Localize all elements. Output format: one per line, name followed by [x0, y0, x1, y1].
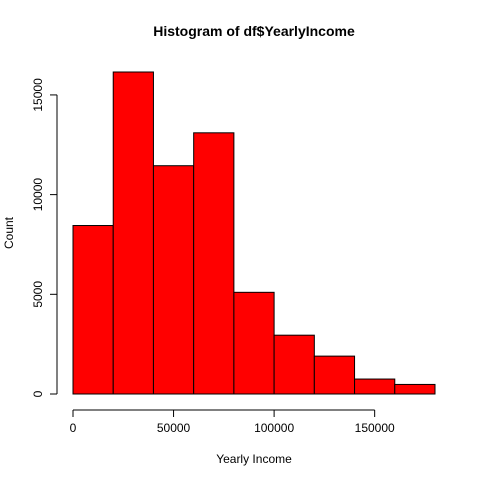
histogram-bar-9	[394, 383, 436, 395]
histogram-bar-7	[313, 355, 356, 395]
x-tick-label: 100000	[254, 421, 294, 435]
x-tick-label: 150000	[355, 421, 395, 435]
histogram-bar-2	[112, 71, 154, 395]
chart-title: Histogram of df$YearlyIncome	[153, 23, 355, 39]
y-axis: 0 5000 10000 15000	[31, 78, 58, 397]
histogram-bar-5	[233, 291, 275, 395]
x-axis: 0 50000 100000 150000	[70, 409, 395, 435]
histogram-bar-4	[193, 132, 235, 395]
bars-group	[72, 71, 436, 395]
y-tick-label: 0	[31, 390, 45, 397]
x-tick-label: 0	[70, 421, 77, 435]
y-axis-label: Count	[2, 216, 16, 249]
y-tick-label: 5000	[31, 281, 45, 308]
histogram-bar-6	[273, 334, 315, 395]
histogram-bar-8	[354, 378, 396, 395]
y-tick-label: 15000	[31, 78, 45, 112]
x-tick-label: 50000	[157, 421, 191, 435]
y-tick-label: 10000	[31, 178, 45, 212]
histogram-bar-3	[152, 165, 195, 395]
x-axis-label: Yearly Income	[216, 452, 292, 466]
histogram-bar-1	[72, 225, 114, 395]
